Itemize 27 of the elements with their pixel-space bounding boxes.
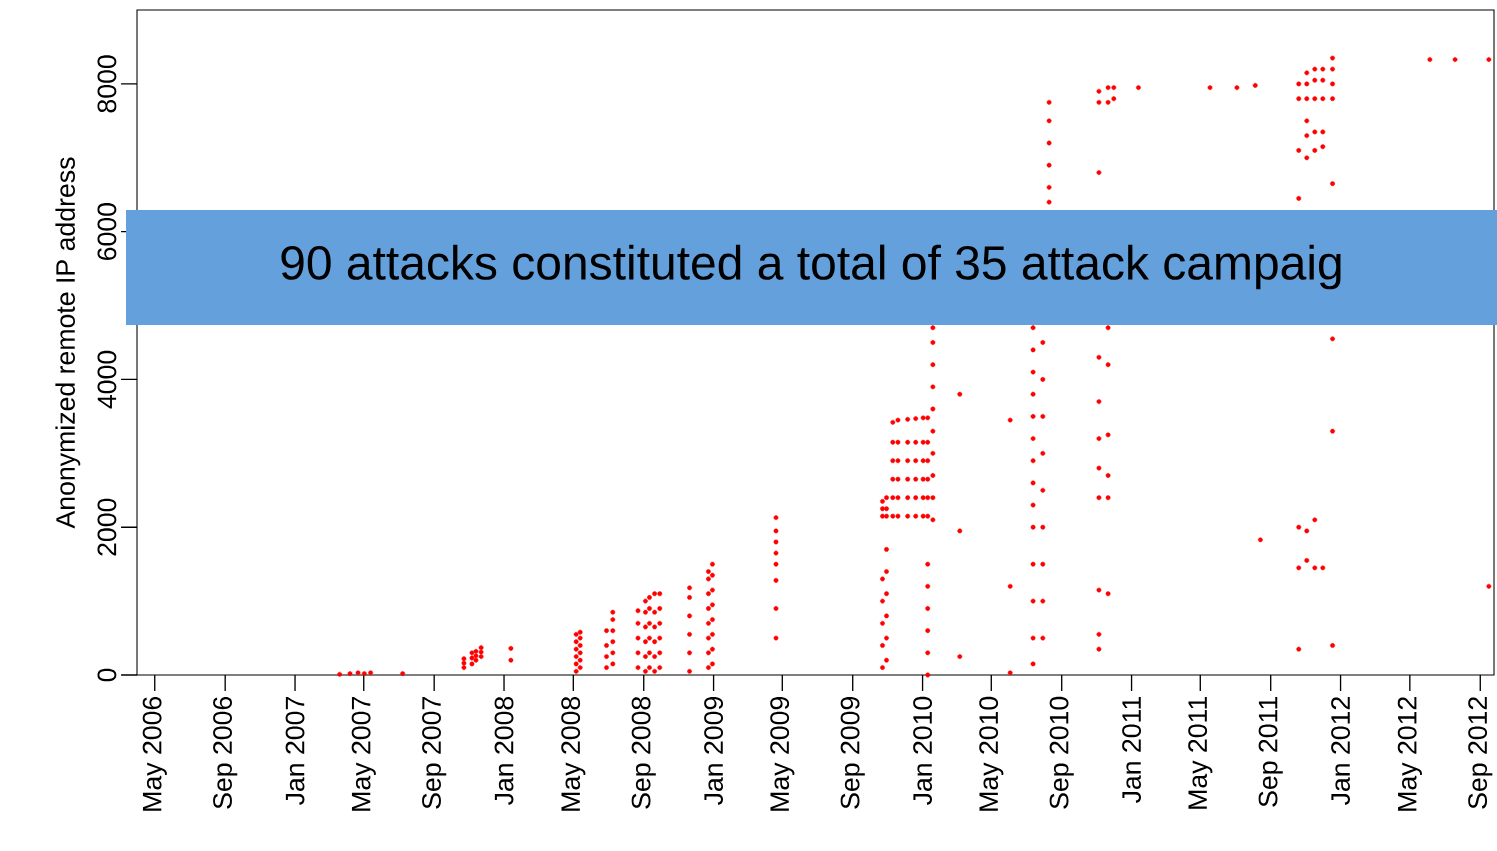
x-tick-label: Sep 2009 xyxy=(840,697,865,809)
x-tick-label: Jan 2011 xyxy=(1122,697,1141,804)
y-axis-title: Anonymized remote IP address xyxy=(55,157,81,529)
x-tick-label: May 2007 xyxy=(351,697,376,811)
x-tick-label: May 2010 xyxy=(979,696,1004,811)
x-tick-label: Sep 2012 xyxy=(1468,697,1493,809)
x-tick-label: Jan 2012 xyxy=(1331,697,1350,806)
x-tick-label: May 2006 xyxy=(142,696,167,811)
x-tick-label: Jan 2007 xyxy=(285,697,305,806)
y-tick-label: 0 xyxy=(97,668,117,682)
x-tick-label: Sep 2010 xyxy=(1049,696,1074,809)
x-tick-label: May 2012 xyxy=(1397,697,1422,811)
x-tick-label: Sep 2007 xyxy=(422,697,447,809)
annotation: 90 attacks constituted a total of 35 attack campaig xyxy=(281,244,1341,290)
x-tick-label: May 2009 xyxy=(770,697,795,811)
x-tick-label: Jan 2009 xyxy=(704,697,724,806)
y-tick-label: 6000 xyxy=(97,203,117,260)
x-tick-label: May 2011 xyxy=(1188,697,1213,809)
x-tick-label: May 2008 xyxy=(561,696,586,811)
x-tick-label: Sep 2006 xyxy=(213,696,238,809)
x-tick-label: Sep 2008 xyxy=(631,696,656,809)
x-tick-label: Jan 2008 xyxy=(494,696,514,806)
y-tick-label: 4000 xyxy=(97,350,117,409)
x-tick-label: Jan 2010 xyxy=(913,696,933,806)
y-tick-label: 2000 xyxy=(97,498,117,556)
y-tick-label: 8000 xyxy=(97,55,117,113)
x-tick-label: Sep 2011 xyxy=(1258,697,1283,807)
